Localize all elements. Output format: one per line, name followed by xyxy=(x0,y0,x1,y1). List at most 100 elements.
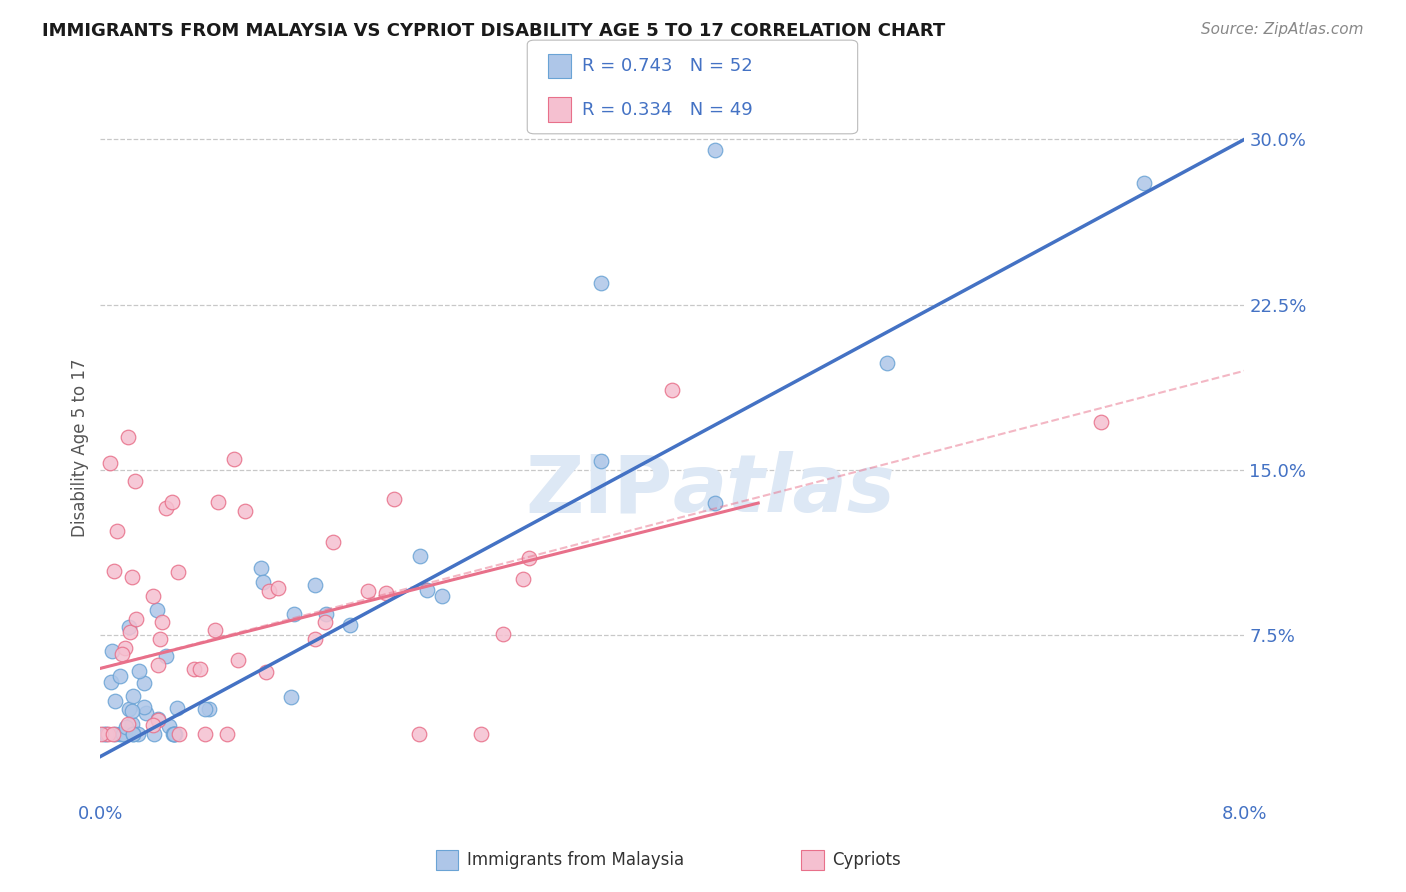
Point xyxy=(115,720,138,734)
Text: IMMIGRANTS FROM MALAYSIA VS CYPRIOT DISABILITY AGE 5 TO 17 CORRELATION CHART: IMMIGRANTS FROM MALAYSIA VS CYPRIOT DISA… xyxy=(42,22,945,40)
Point xyxy=(512,572,534,586)
Point xyxy=(127,727,149,741)
Point xyxy=(704,496,727,510)
Point xyxy=(103,564,125,578)
Point xyxy=(165,727,187,741)
Text: atlas: atlas xyxy=(672,451,896,529)
Point xyxy=(100,456,122,470)
Point xyxy=(143,727,166,741)
Point xyxy=(408,727,430,741)
Text: Immigrants from Malaysia: Immigrants from Malaysia xyxy=(467,851,683,869)
Point xyxy=(118,625,141,640)
Point xyxy=(114,640,136,655)
Point xyxy=(121,717,143,731)
Point xyxy=(118,619,141,633)
Point xyxy=(194,727,217,741)
Point xyxy=(1133,177,1156,191)
Point xyxy=(149,632,172,646)
Point xyxy=(90,727,112,741)
Point xyxy=(104,694,127,708)
Point xyxy=(157,719,180,733)
Point xyxy=(167,727,190,741)
Point xyxy=(254,665,277,680)
Point xyxy=(166,701,188,715)
Point xyxy=(1090,416,1112,430)
Point xyxy=(108,727,131,741)
Point xyxy=(197,702,219,716)
Point xyxy=(155,501,177,516)
Point xyxy=(876,356,898,370)
Point xyxy=(94,727,117,741)
Point xyxy=(111,648,134,662)
Text: ZIP: ZIP xyxy=(524,451,672,529)
Point xyxy=(150,615,173,630)
Point xyxy=(105,524,128,538)
Point xyxy=(121,727,143,741)
Point xyxy=(224,452,246,467)
Point xyxy=(384,492,406,507)
Point xyxy=(704,144,727,158)
Point xyxy=(322,535,344,549)
Point xyxy=(146,602,169,616)
Text: R = 0.334   N = 49: R = 0.334 N = 49 xyxy=(582,101,752,119)
Point xyxy=(375,585,398,599)
Point xyxy=(160,495,183,509)
Point xyxy=(408,549,430,563)
Point xyxy=(93,727,115,741)
Point xyxy=(146,713,169,727)
Point xyxy=(183,662,205,676)
Point xyxy=(416,583,439,598)
Point xyxy=(110,669,132,683)
Point xyxy=(121,704,143,718)
Point xyxy=(188,662,211,676)
Point xyxy=(101,727,124,741)
Point xyxy=(162,727,184,741)
Point xyxy=(132,675,155,690)
Point xyxy=(118,702,141,716)
Point xyxy=(661,383,683,397)
Text: R = 0.743   N = 52: R = 0.743 N = 52 xyxy=(582,57,752,75)
Point xyxy=(519,551,541,566)
Y-axis label: Disability Age 5 to 17: Disability Age 5 to 17 xyxy=(72,359,89,537)
Point xyxy=(250,561,273,575)
Point xyxy=(163,727,186,741)
Point xyxy=(492,627,515,641)
Point xyxy=(146,712,169,726)
Point xyxy=(339,618,361,632)
Point xyxy=(101,644,124,658)
Point xyxy=(589,454,612,468)
Point xyxy=(132,700,155,714)
Point xyxy=(204,624,226,638)
Point xyxy=(104,727,127,741)
Point xyxy=(117,717,139,731)
Point xyxy=(314,615,336,629)
Point xyxy=(112,727,135,741)
Point xyxy=(226,653,249,667)
Point xyxy=(430,589,453,603)
Point xyxy=(194,702,217,716)
Point xyxy=(142,718,165,732)
Point xyxy=(122,727,145,741)
Point xyxy=(315,607,337,622)
Point xyxy=(233,503,256,517)
Point xyxy=(283,607,305,621)
Point xyxy=(304,578,326,592)
Point xyxy=(252,574,274,589)
Point xyxy=(304,632,326,647)
Point xyxy=(215,727,238,741)
Point xyxy=(125,612,148,626)
Text: Source: ZipAtlas.com: Source: ZipAtlas.com xyxy=(1201,22,1364,37)
Point xyxy=(163,727,186,741)
Point xyxy=(97,727,120,741)
Point xyxy=(100,675,122,690)
Point xyxy=(207,494,229,508)
Point xyxy=(111,727,134,741)
Point xyxy=(470,727,492,741)
Point xyxy=(124,474,146,488)
Point xyxy=(128,665,150,679)
Point xyxy=(357,583,380,598)
Point xyxy=(589,276,612,290)
Point xyxy=(142,589,165,603)
Text: Cypriots: Cypriots xyxy=(832,851,901,869)
Point xyxy=(121,570,143,584)
